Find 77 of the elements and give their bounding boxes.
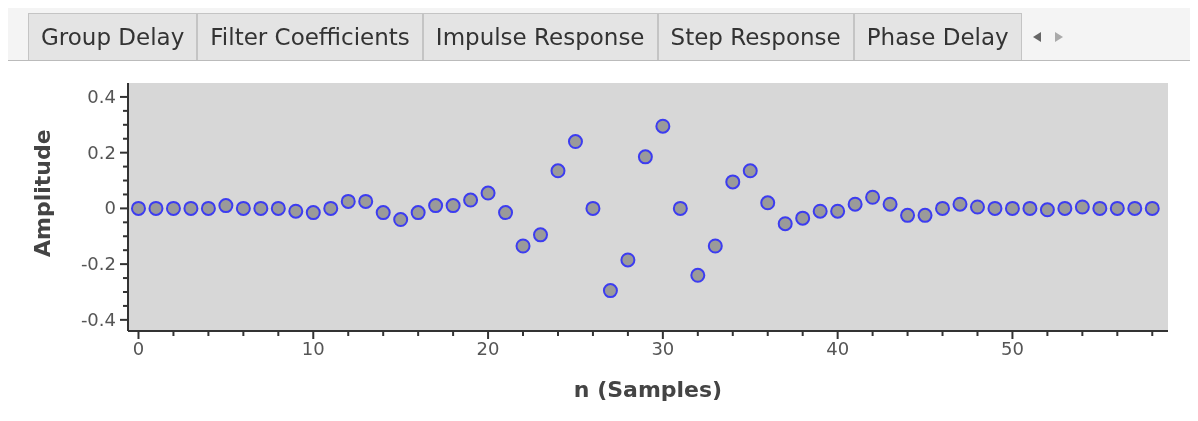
point xyxy=(900,207,916,223)
point xyxy=(865,189,881,205)
point xyxy=(515,238,531,254)
point xyxy=(655,118,671,134)
point xyxy=(742,163,758,179)
x-tick-label: 20 xyxy=(476,338,500,359)
point xyxy=(567,134,583,150)
point xyxy=(323,200,339,216)
point xyxy=(305,205,321,221)
x-tick-label: 40 xyxy=(826,338,850,359)
point xyxy=(760,195,776,211)
point xyxy=(358,193,374,209)
point xyxy=(812,203,828,219)
text: Phase Delay xyxy=(853,13,1022,60)
point xyxy=(585,200,601,216)
point xyxy=(1092,200,1108,216)
point xyxy=(428,198,444,214)
point xyxy=(602,283,618,299)
point xyxy=(130,200,146,216)
point xyxy=(375,205,391,221)
point xyxy=(235,200,251,216)
point xyxy=(1127,200,1143,216)
point xyxy=(183,200,199,216)
point xyxy=(148,200,164,216)
point xyxy=(620,252,636,268)
point xyxy=(1022,200,1038,216)
point xyxy=(952,196,968,212)
point xyxy=(288,203,304,219)
point xyxy=(707,238,723,254)
point xyxy=(725,174,741,190)
y-tick-label: 0 xyxy=(104,197,116,219)
point xyxy=(1074,199,1090,215)
point xyxy=(200,200,216,216)
point xyxy=(270,200,286,216)
point xyxy=(672,200,688,216)
x-tick-label: 30 xyxy=(651,338,675,359)
y-tick-label: -0.4 xyxy=(80,308,116,330)
text: Impulse Response xyxy=(422,13,658,60)
point xyxy=(1004,200,1020,216)
point xyxy=(498,205,514,221)
text: Group Delay xyxy=(28,13,198,60)
point xyxy=(550,163,566,179)
y-tick-label: -0.2 xyxy=(80,253,116,275)
point xyxy=(393,212,409,228)
point xyxy=(882,196,898,212)
point xyxy=(847,196,863,212)
point xyxy=(533,227,548,243)
point xyxy=(637,149,653,165)
point xyxy=(463,192,479,208)
text: Filter Coefficients xyxy=(197,13,423,60)
point xyxy=(1109,200,1125,216)
point xyxy=(480,185,496,201)
point xyxy=(935,200,951,216)
point xyxy=(830,203,846,219)
point xyxy=(795,210,811,226)
y-tick-label: 0.2 xyxy=(87,141,116,163)
point xyxy=(165,200,181,216)
point xyxy=(1144,200,1160,216)
point xyxy=(969,199,985,215)
point xyxy=(917,207,933,223)
y-tick-label: 0.4 xyxy=(87,85,116,107)
x-tick-label: 0 xyxy=(132,338,145,359)
x-tick-label: 50 xyxy=(1000,338,1024,359)
text: Step Response xyxy=(657,13,854,60)
point xyxy=(340,193,356,209)
point xyxy=(410,205,426,221)
point xyxy=(777,216,793,232)
point xyxy=(253,200,269,216)
point xyxy=(987,200,1003,216)
x-axis-title: n (Samples) xyxy=(573,377,723,402)
point xyxy=(1057,200,1073,216)
point xyxy=(690,267,706,283)
point xyxy=(218,198,234,214)
y-axis-title: Amplitude xyxy=(29,129,55,257)
point xyxy=(1039,202,1055,218)
x-tick-label: 10 xyxy=(301,338,325,359)
point xyxy=(445,198,461,214)
